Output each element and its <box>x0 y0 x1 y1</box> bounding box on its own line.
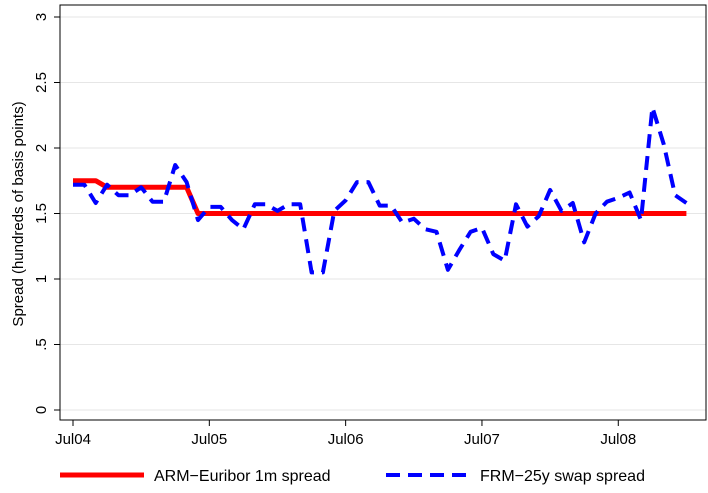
y-tick-label: 0 <box>33 406 50 414</box>
y-tick-label: 1 <box>33 275 50 283</box>
x-tick-label: Jul08 <box>600 431 636 448</box>
x-tick-label: Jul05 <box>191 431 227 448</box>
x-tick-label: Jul07 <box>464 431 500 448</box>
y-tick-label: 1.5 <box>33 203 50 224</box>
y-tick-label: 3 <box>33 13 50 21</box>
plot-frame <box>59 4 707 421</box>
legend: ARM−Euribor 1m spread FRM−25y swap spread <box>60 468 645 485</box>
x-tick-label: Jul04 <box>55 431 91 448</box>
legend-label-1: ARM−Euribor 1m spread <box>154 468 331 485</box>
y-axis-label: Spread (hundreds of basis points) <box>10 101 27 326</box>
series-layer <box>73 105 688 275</box>
series-line-1 <box>73 178 687 216</box>
y-tick-label: 2.5 <box>33 72 50 93</box>
legend-label-2: FRM−25y swap spread <box>480 468 645 485</box>
y-tick-label: 2 <box>33 144 50 152</box>
grid <box>60 16 706 411</box>
series-line-2 <box>73 105 688 275</box>
y-tick-label: .5 <box>33 338 50 351</box>
x-tick-label: Jul06 <box>328 431 364 448</box>
axes: 0 .5 1 1.5 2 2.5 3 Jul04 Jul05 Jul06 Jul07 Jul08 <box>33 4 707 448</box>
